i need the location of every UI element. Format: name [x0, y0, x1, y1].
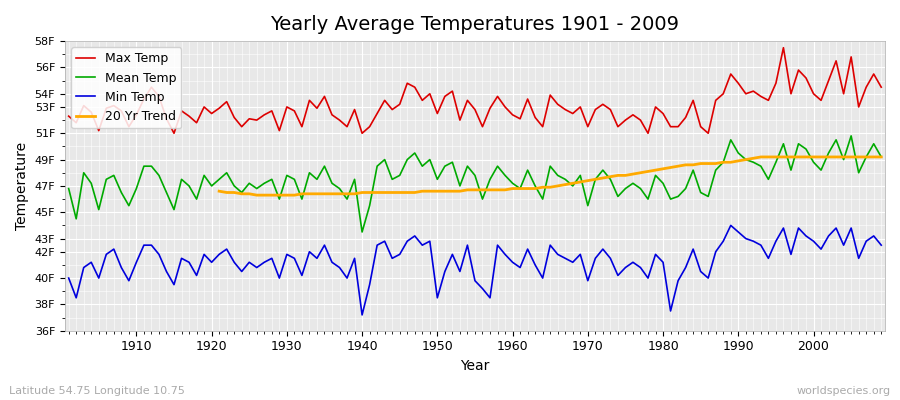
20 Yr Trend: [304, 192, 315, 196]
Line: 20 Yr Trend: 20 Yr Trend: [219, 157, 881, 195]
Max Temp: [63, 114, 74, 118]
20 Yr Trend: [560, 182, 571, 187]
Min Temp: [876, 243, 886, 248]
X-axis label: Year: Year: [460, 359, 490, 373]
20 Yr Trend: [815, 154, 826, 159]
20 Yr Trend: [477, 188, 488, 192]
Min Temp: [356, 312, 367, 317]
Max Temp: [342, 124, 353, 129]
Min Temp: [725, 223, 736, 228]
Line: Max Temp: Max Temp: [68, 48, 881, 133]
20 Yr Trend: [876, 154, 886, 159]
Line: Mean Temp: Mean Temp: [68, 136, 881, 232]
Max Temp: [123, 124, 134, 129]
Min Temp: [334, 265, 345, 270]
Y-axis label: Temperature: Temperature: [15, 142, 29, 230]
Max Temp: [508, 112, 518, 117]
20 Yr Trend: [356, 190, 367, 195]
Mean Temp: [515, 186, 526, 191]
Min Temp: [123, 278, 134, 283]
Mean Temp: [605, 177, 616, 182]
Mean Temp: [123, 203, 134, 208]
Min Temp: [289, 256, 300, 261]
Min Temp: [508, 260, 518, 265]
Max Temp: [876, 85, 886, 90]
Max Temp: [296, 124, 307, 129]
Mean Temp: [63, 186, 74, 191]
Mean Temp: [356, 230, 367, 234]
Mean Temp: [334, 186, 345, 191]
Title: Yearly Average Temperatures 1901 - 2009: Yearly Average Temperatures 1901 - 2009: [271, 15, 680, 34]
Line: Min Temp: Min Temp: [68, 226, 881, 315]
Mean Temp: [289, 177, 300, 182]
Max Temp: [515, 116, 526, 121]
20 Yr Trend: [251, 193, 262, 198]
Max Temp: [778, 45, 788, 50]
Min Temp: [605, 256, 616, 261]
20 Yr Trend: [755, 154, 766, 159]
Mean Temp: [876, 154, 886, 159]
20 Yr Trend: [289, 193, 300, 198]
20 Yr Trend: [213, 189, 224, 194]
Text: worldspecies.org: worldspecies.org: [796, 386, 891, 396]
Text: Latitude 54.75 Longitude 10.75: Latitude 54.75 Longitude 10.75: [9, 386, 184, 396]
Legend: Max Temp, Mean Temp, Min Temp, 20 Yr Trend: Max Temp, Mean Temp, Min Temp, 20 Yr Tre…: [71, 47, 182, 128]
Max Temp: [605, 107, 616, 112]
Min Temp: [515, 265, 526, 270]
Max Temp: [168, 131, 179, 136]
Min Temp: [63, 276, 74, 280]
Mean Temp: [508, 181, 518, 186]
Mean Temp: [846, 134, 857, 138]
